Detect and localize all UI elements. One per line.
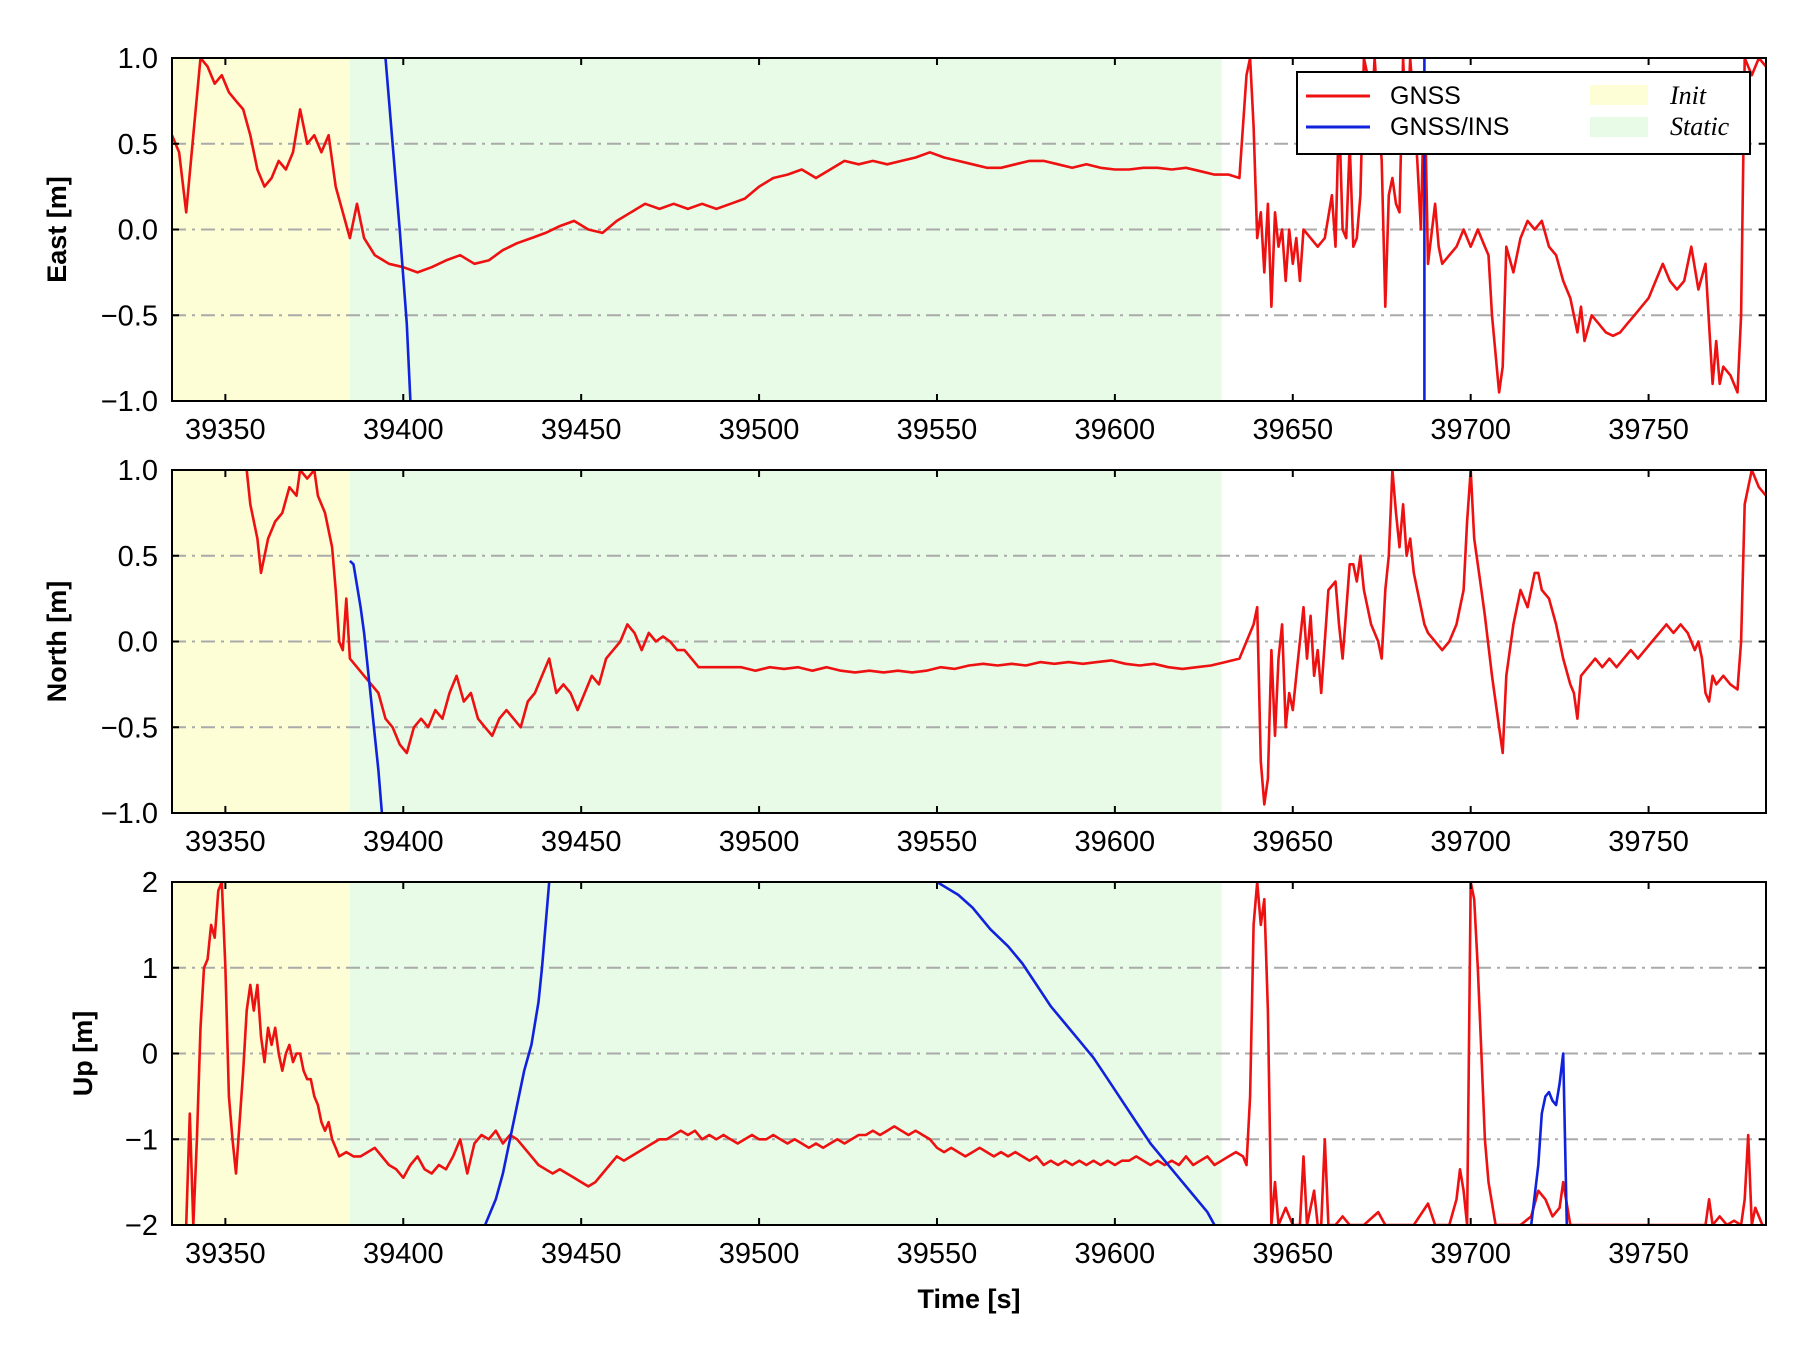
y-axis-label-north: North [m] [42, 581, 72, 702]
y-tick-label: 0.5 [118, 129, 158, 161]
x-tick-label: 39600 [1075, 826, 1156, 858]
y-tick-label: −0.5 [101, 300, 158, 332]
x-tick-label: 39700 [1430, 414, 1511, 446]
y-tick-label: 2 [142, 867, 158, 899]
series-lines [184, 882, 1764, 1225]
x-tick-label: 39750 [1608, 414, 1689, 446]
y-tick-label: 1 [142, 953, 158, 985]
legend-swatch-init [1590, 85, 1648, 105]
x-tick-label: 39400 [363, 826, 444, 858]
legend-label-static: Static [1670, 112, 1730, 141]
y-tick-label: 1.0 [118, 455, 158, 487]
y-tick-label: 0.5 [118, 541, 158, 573]
x-tick-label: 39700 [1430, 826, 1511, 858]
x-tick-label: 39650 [1252, 826, 1333, 858]
series-gnss-ins [349, 559, 384, 813]
series-gnss [172, 58, 1766, 394]
y-tick-label: −0.5 [101, 712, 158, 744]
x-tick-label: 39450 [541, 1238, 622, 1270]
x-ticks: 39350 39400 39450 39500 39550 39600 39650 39700… [185, 470, 1689, 858]
y-tick-label: −1.0 [101, 798, 158, 830]
x-tick-label: 39600 [1075, 414, 1156, 446]
grid-lines [172, 142, 1766, 317]
x-tick-label: 39500 [719, 826, 800, 858]
x-tick-label: 39500 [719, 1238, 800, 1270]
x-ticks: 39350 39400 39450 39500 39550 39600 39650 39700… [185, 882, 1689, 1270]
series-gnss-ins [384, 58, 412, 401]
y-tick-label: −1.0 [101, 386, 158, 418]
x-tick-label: 39350 [185, 826, 266, 858]
x-tick-label: 39650 [1252, 414, 1333, 446]
x-tick-label: 39550 [897, 414, 978, 446]
y-ticks: −2 −1 0 1 2 [125, 867, 1766, 1242]
grid-lines [172, 966, 1766, 1141]
y-ticks: −1.0 −0.5 0.0 0.5 1.0 [101, 43, 1766, 418]
x-tick-label: 39350 [185, 1238, 266, 1270]
east-panel: −1.0−0.50.00.51.0 39350 39400 39450 39500 39… [42, 43, 1767, 446]
x-tick-label: 39500 [719, 414, 800, 446]
legend-swatch-static [1590, 117, 1648, 137]
x-tick-label: 39400 [363, 1238, 444, 1270]
x-tick-label: 39550 [897, 1238, 978, 1270]
x-tick-label: 39600 [1075, 1238, 1156, 1270]
x-tick-label: 39700 [1430, 1238, 1511, 1270]
x-tick-label: 39450 [541, 414, 622, 446]
x-tick-label: 39450 [541, 826, 622, 858]
legend: GNSS GNSS/INS Init Static [1296, 71, 1751, 155]
y-tick-label: 1.0 [118, 43, 158, 75]
legend-label-init: Init [1669, 81, 1707, 110]
y-tick-label: 0.0 [118, 215, 158, 247]
x-ticks: 39350 39400 39450 39500 39550 39600 39650 39700… [185, 58, 1689, 446]
x-tick-label: 39750 [1608, 1238, 1689, 1270]
x-tick-label: 39750 [1608, 826, 1689, 858]
y-tick-label: 0.0 [118, 627, 158, 659]
y-axis-label-up: Up [m] [68, 1011, 98, 1096]
series-gnss [245, 470, 1766, 806]
x-tick-label: 39550 [897, 826, 978, 858]
legend-label-gnss: GNSS [1390, 82, 1461, 110]
grid-lines [172, 554, 1766, 729]
y-ticks: −1.0 −0.5 0.0 0.5 1.0 [101, 455, 1766, 830]
x-axis-label: Time [s] [917, 1284, 1020, 1314]
y-axis-label-east: East [m] [42, 176, 72, 283]
series-gnss-ins [483, 882, 551, 1225]
x-tick-label: 39350 [185, 414, 266, 446]
y-tick-label: −2 [125, 1210, 158, 1242]
x-tick-label: 39400 [363, 414, 444, 446]
y-tick-label: 0 [142, 1039, 158, 1071]
y-tick-label: −1 [125, 1124, 158, 1156]
legend-box [1296, 71, 1751, 155]
legend-label-gnss-ins: GNSS/INS [1390, 113, 1509, 141]
series-lines [245, 470, 1766, 813]
north-panel: −1.0−0.50.00.51.0 39350 39400 39450 39500 39… [42, 455, 1767, 858]
x-tick-label: 39650 [1252, 1238, 1333, 1270]
series-gnss-ins [1529, 1052, 1569, 1225]
series-gnss [184, 882, 1764, 1225]
series-gnss-ins [936, 882, 1216, 1225]
